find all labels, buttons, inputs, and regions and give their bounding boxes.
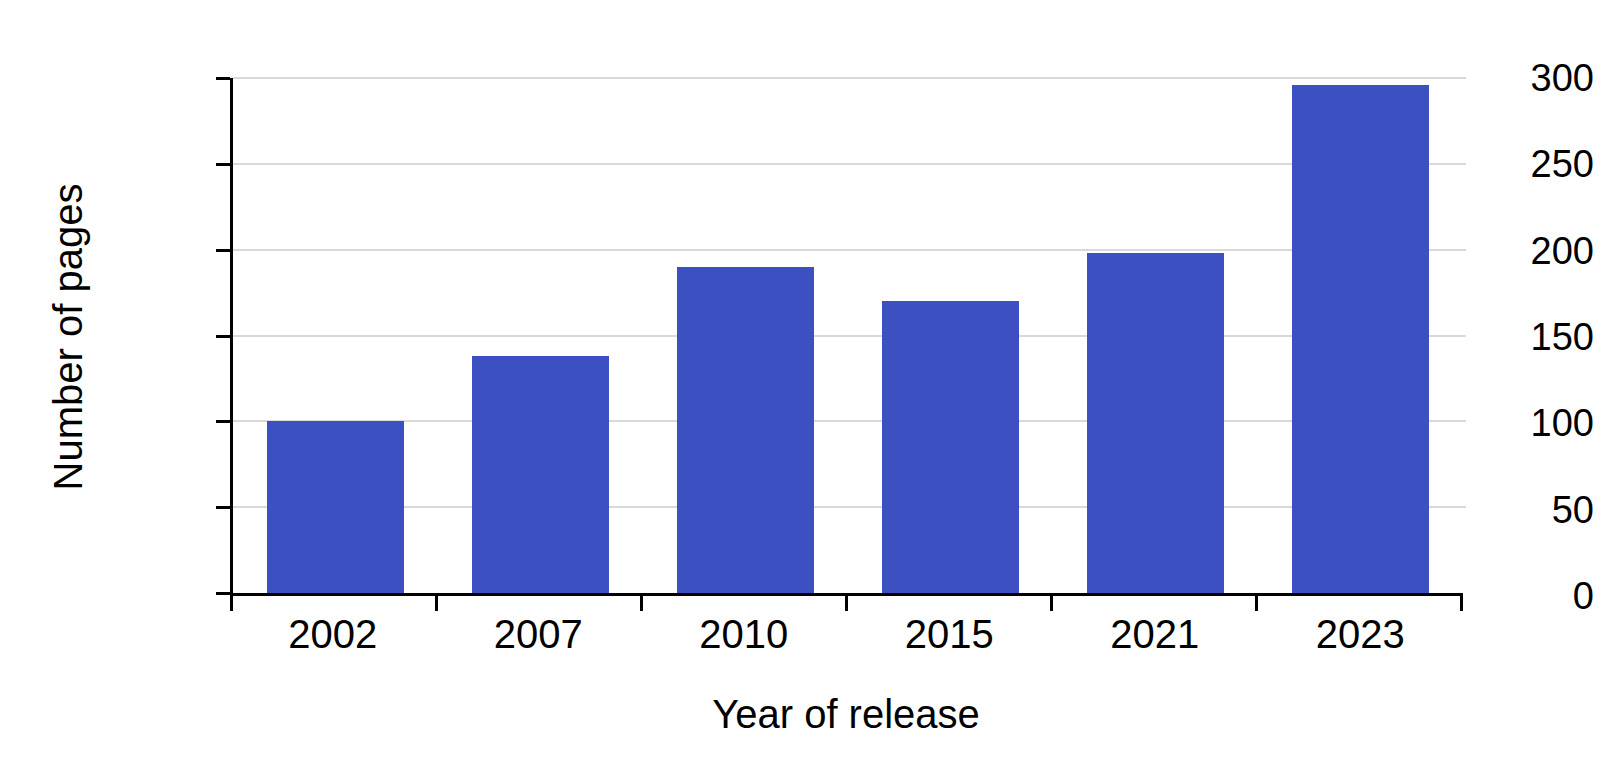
bar-slot-2002 bbox=[233, 78, 438, 593]
x-tick-label-2010: 2010 bbox=[641, 612, 847, 657]
y-tick-mark-200 bbox=[216, 249, 230, 252]
bar-2015 bbox=[882, 301, 1019, 593]
bar-2007 bbox=[472, 356, 609, 593]
bar-chart-figure: Number of pages 200220072010201520212023… bbox=[0, 0, 1624, 772]
y-tick-mark-100 bbox=[216, 420, 230, 423]
y-tick-label-150: 150 bbox=[1531, 316, 1594, 359]
y-tick-label-100: 100 bbox=[1531, 402, 1594, 445]
y-tick-mark-50 bbox=[216, 506, 230, 509]
y-tick-mark-300 bbox=[216, 77, 230, 80]
x-tick-mark-4 bbox=[1050, 596, 1053, 611]
x-tick-mark-6 bbox=[1460, 596, 1463, 611]
x-tick-label-2015: 2015 bbox=[847, 612, 1053, 657]
y-tick-label-250: 250 bbox=[1531, 143, 1594, 186]
x-axis-title: Year of release bbox=[712, 692, 980, 737]
bar-slot-2023 bbox=[1258, 78, 1463, 593]
bar-2021 bbox=[1087, 253, 1224, 593]
y-axis-title: Number of pages bbox=[46, 184, 91, 491]
x-tick-label-2023: 2023 bbox=[1258, 612, 1464, 657]
bar-slot-2007 bbox=[438, 78, 643, 593]
x-tick-label-2002: 2002 bbox=[230, 612, 436, 657]
x-tick-mark-2 bbox=[640, 596, 643, 611]
y-tick-mark-150 bbox=[216, 335, 230, 338]
bar-slot-2021 bbox=[1053, 78, 1258, 593]
bars-layer bbox=[233, 78, 1463, 593]
plot-area bbox=[230, 78, 1463, 596]
y-tick-mark-0 bbox=[216, 592, 230, 595]
y-tick-label-0: 0 bbox=[1573, 575, 1594, 618]
bar-2002 bbox=[267, 421, 404, 593]
x-tick-mark-3 bbox=[845, 596, 848, 611]
x-tick-label-2021: 2021 bbox=[1052, 612, 1258, 657]
x-tick-mark-1 bbox=[435, 596, 438, 611]
x-tick-label-2007: 2007 bbox=[436, 612, 642, 657]
bar-slot-2010 bbox=[643, 78, 848, 593]
y-tick-label-300: 300 bbox=[1531, 57, 1594, 100]
bar-slot-2015 bbox=[848, 78, 1053, 593]
y-tick-label-50: 50 bbox=[1552, 488, 1594, 531]
bar-2023 bbox=[1292, 85, 1429, 593]
y-tick-label-200: 200 bbox=[1531, 229, 1594, 272]
bar-2010 bbox=[677, 267, 814, 593]
x-tick-mark-5 bbox=[1255, 596, 1258, 611]
x-tick-mark-0 bbox=[230, 596, 233, 611]
x-axis-tick-labels: 200220072010201520212023 bbox=[230, 612, 1463, 657]
y-tick-mark-250 bbox=[216, 163, 230, 166]
